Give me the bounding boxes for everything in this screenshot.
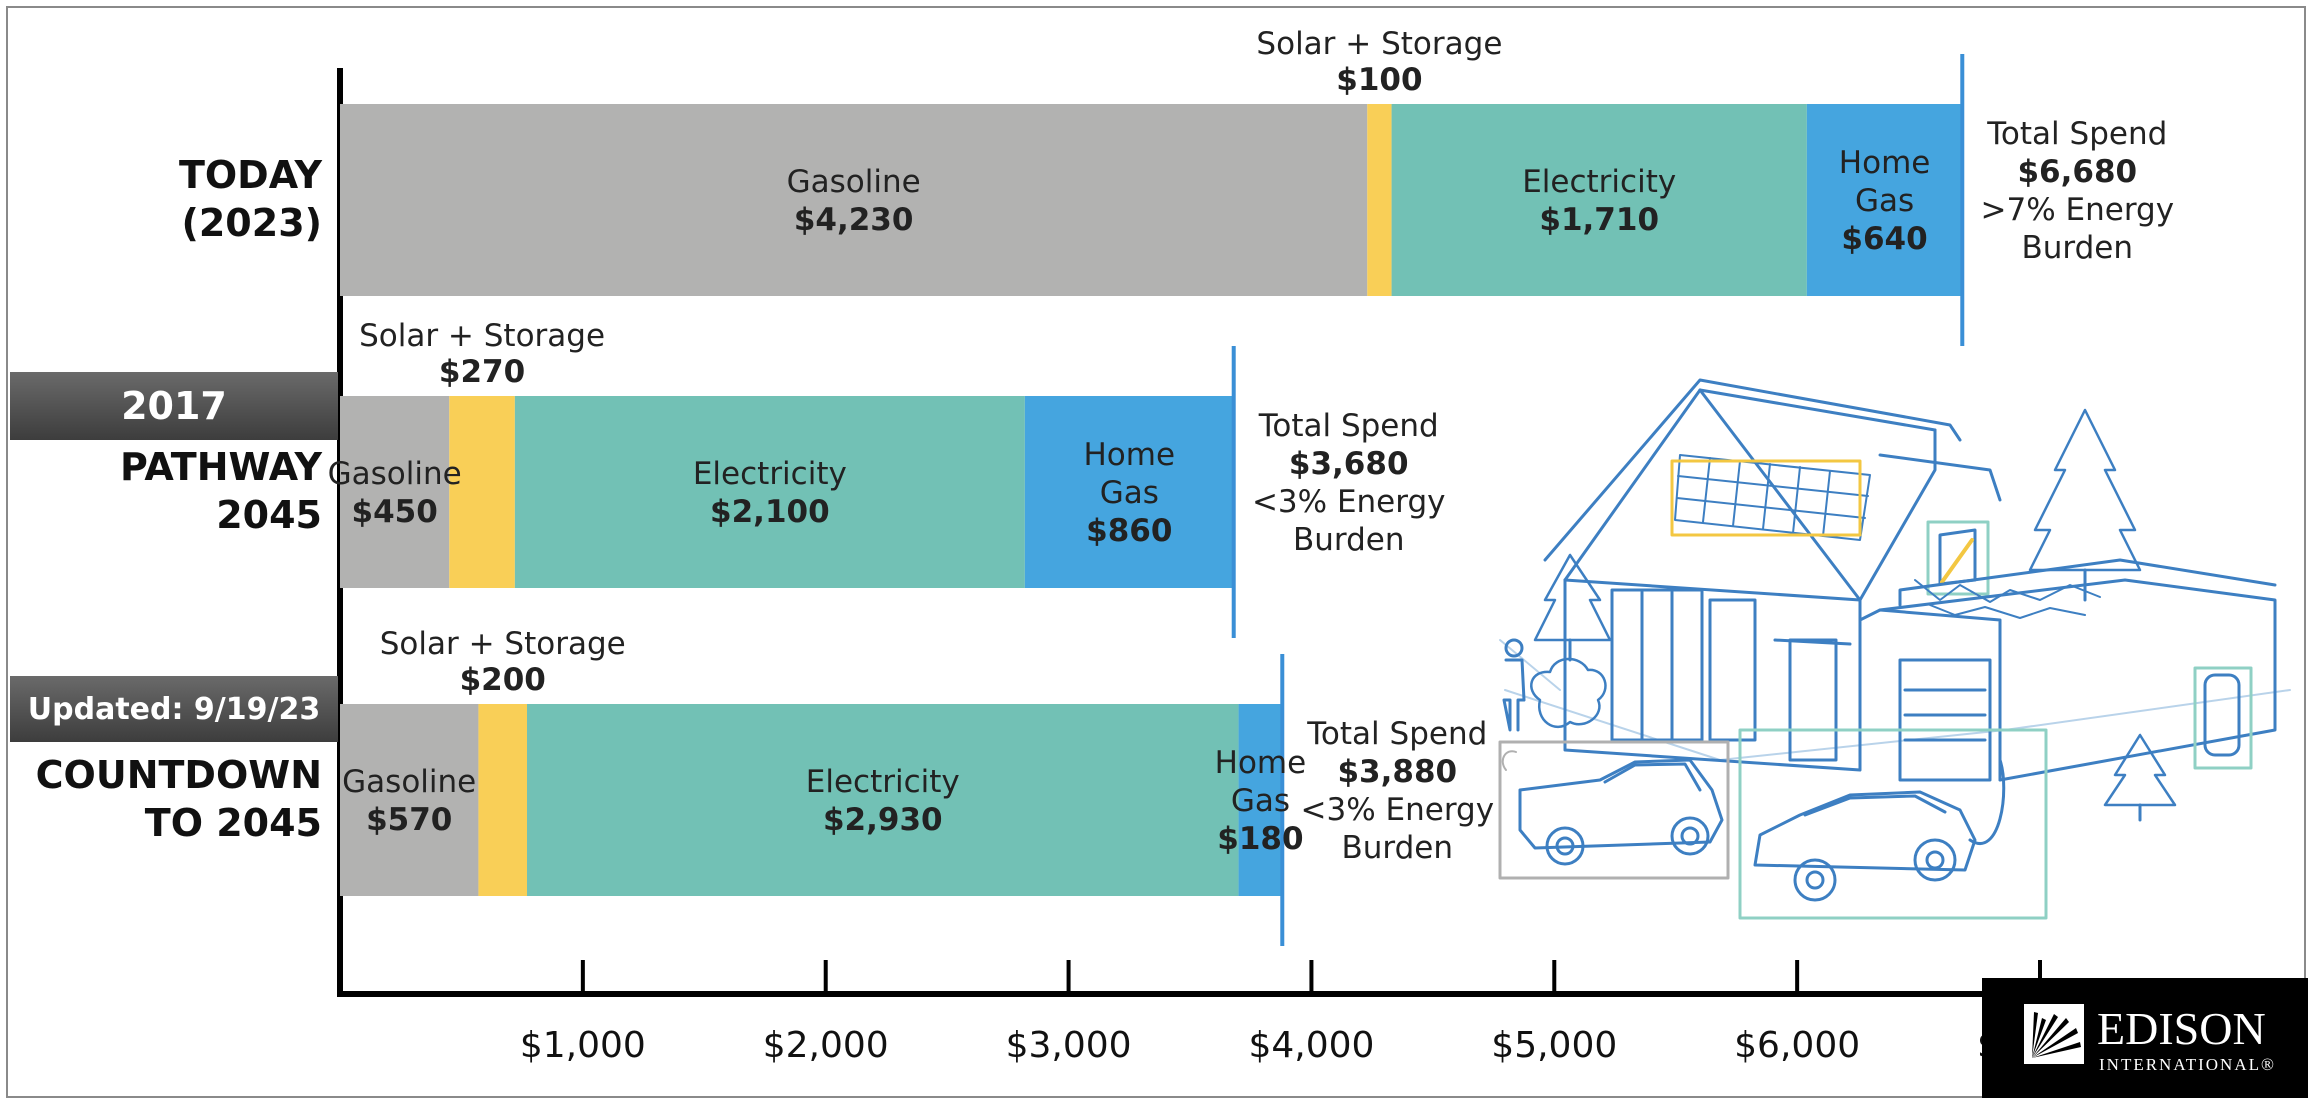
sunburst-icon bbox=[2024, 1004, 2084, 1064]
total-spend-label: Total Spend bbox=[1306, 716, 1487, 752]
segment-label: Electricity bbox=[693, 456, 847, 492]
segment-value: $1,710 bbox=[1539, 202, 1659, 238]
labels-layer: $1,000$2,000$3,000$4,000$5,000$6,000$7,0… bbox=[36, 26, 2174, 1066]
segment-label: Gasoline bbox=[342, 764, 476, 800]
segment-label: Solar + Storage bbox=[1256, 26, 1502, 62]
segment-label: Home bbox=[1084, 437, 1176, 473]
bar-segment-electricity bbox=[514, 396, 1025, 588]
bar-segment-gasoline bbox=[340, 704, 479, 896]
segment-label: Electricity bbox=[1522, 164, 1676, 200]
segment-label: Home bbox=[1839, 145, 1931, 181]
x-tick-label: $2,000 bbox=[763, 1025, 889, 1066]
chart-frame bbox=[6, 6, 2306, 1098]
category-label: TODAY bbox=[179, 153, 323, 197]
segment-label: Gasoline bbox=[328, 456, 462, 492]
segment-value: $2,930 bbox=[823, 802, 943, 838]
segment-value: $640 bbox=[1841, 221, 1927, 257]
bar-segment-electricity bbox=[527, 704, 1239, 896]
energy-burden-label: >7% Energy bbox=[1981, 192, 2175, 228]
segment-value: $4,230 bbox=[794, 202, 914, 238]
category-label: COUNTDOWN bbox=[36, 753, 322, 797]
category-label: PATHWAY bbox=[120, 445, 323, 489]
x-tick-label: $5,000 bbox=[1491, 1025, 1617, 1066]
total-spend-value: $3,880 bbox=[1337, 754, 1457, 790]
category-label: 2045 bbox=[216, 493, 322, 537]
energy-burden-label: <3% Energy bbox=[1301, 792, 1495, 828]
bar-segment-electricity bbox=[1391, 104, 1807, 296]
logo-wordmark: EDISON bbox=[2097, 1003, 2266, 1054]
total-spend-value: $3,680 bbox=[1289, 446, 1409, 482]
segment-label: Solar + Storage bbox=[359, 318, 605, 354]
x-tick-label: $3,000 bbox=[1006, 1025, 1132, 1066]
segment-label: Gas bbox=[1231, 783, 1290, 819]
updated-date-badge: Updated: 9/19/23 bbox=[10, 676, 338, 742]
house-solar-ev-illustration bbox=[1498, 378, 2291, 920]
segment-value: $180 bbox=[1217, 821, 1303, 857]
segment-value: $860 bbox=[1086, 513, 1172, 549]
category-label: (2023) bbox=[182, 201, 323, 245]
bar-segment-home-gas bbox=[1806, 104, 1963, 296]
bar-segment-home-gas bbox=[1238, 704, 1283, 896]
segment-label: Gas bbox=[1855, 183, 1914, 219]
category-label: TO 2045 bbox=[145, 801, 322, 845]
segment-label: Home bbox=[1215, 745, 1307, 781]
edison-international-logo: EDISON INTERNATIONAL® bbox=[1982, 978, 2308, 1098]
total-spend-label: Total Spend bbox=[1258, 408, 1439, 444]
bar-segment-solar-storage bbox=[478, 704, 527, 896]
segment-value: $270 bbox=[439, 354, 525, 390]
segment-label: Solar + Storage bbox=[380, 626, 626, 662]
energy-burden-label: Burden bbox=[1342, 830, 1454, 866]
x-tick-label: $4,000 bbox=[1248, 1025, 1374, 1066]
pathway-year-badge: 2017 bbox=[10, 372, 338, 440]
segment-label: Gas bbox=[1100, 475, 1159, 511]
logo-subtitle: INTERNATIONAL® bbox=[2099, 1055, 2276, 1074]
bar-segment-gasoline bbox=[340, 104, 1368, 296]
bar-segment-solar-storage bbox=[449, 396, 515, 588]
bar-segment-gasoline bbox=[340, 396, 450, 588]
segment-value: $200 bbox=[460, 662, 546, 698]
energy-burden-label: <3% Energy bbox=[1252, 484, 1446, 520]
segment-value: $570 bbox=[366, 802, 452, 838]
segment-label: Gasoline bbox=[787, 164, 921, 200]
x-tick-label: $6,000 bbox=[1734, 1025, 1860, 1066]
total-spend-label: Total Spend bbox=[1986, 116, 2167, 152]
energy-burden-label: Burden bbox=[2022, 230, 2134, 266]
segment-value: $100 bbox=[1336, 62, 1422, 98]
bars-layer bbox=[337, 54, 2042, 997]
segment-label: Electricity bbox=[806, 764, 960, 800]
bar-segment-solar-storage bbox=[1367, 104, 1392, 296]
segment-value: $450 bbox=[352, 494, 438, 530]
bar-segment-home-gas bbox=[1024, 396, 1234, 588]
x-tick-label: $1,000 bbox=[520, 1025, 646, 1066]
total-spend-value: $6,680 bbox=[2017, 154, 2137, 190]
energy-burden-label: Burden bbox=[1293, 522, 1405, 558]
segment-value: $2,100 bbox=[710, 494, 830, 530]
